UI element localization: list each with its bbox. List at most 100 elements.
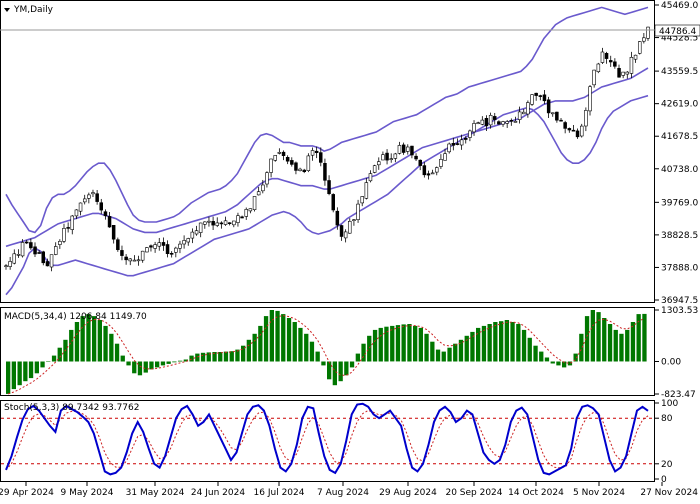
stoch-signal-path [5, 409, 649, 471]
macd-bar [137, 361, 143, 376]
macd-bar [344, 361, 349, 376]
candle-body [422, 165, 427, 176]
price-axis: 45469.0 44528.5 43559.5 42619.0 41678.5 40738… [655, 1, 698, 306]
macd-bar [195, 353, 200, 362]
macd-bar [86, 314, 91, 362]
time-tick-label: 9 May 2024 [61, 488, 114, 498]
candle-body [509, 120, 514, 122]
candle-body [401, 144, 406, 153]
price-tick-label: 45469.0 [661, 1, 698, 11]
candle-body [555, 111, 559, 121]
macd-bar [51, 355, 57, 362]
stoch-main-path [5, 402, 649, 476]
time-tick-label: 5 Nov 2024 [573, 488, 625, 498]
macd-bar [327, 361, 332, 380]
macd-bar [189, 355, 194, 362]
candle-body [505, 121, 509, 124]
macd-bar [338, 361, 343, 382]
macd-bar [309, 341, 315, 362]
macd-bar [573, 353, 578, 362]
macd-bar [132, 361, 137, 374]
price-panel-frame [0, 0, 655, 303]
macd-bar [596, 312, 601, 362]
stoch-lines [5, 402, 649, 476]
macd-bar [367, 335, 372, 362]
candle-body [165, 244, 170, 254]
candle-body [223, 220, 228, 225]
macd-bar [263, 316, 269, 362]
candle-body [136, 259, 141, 262]
triangle-down-icon[interactable] [4, 8, 10, 12]
macd-bar [286, 318, 292, 362]
price-tag-box [654, 24, 700, 37]
macd-bar [109, 333, 114, 362]
candle-body [397, 145, 402, 154]
macd-tick-label: 1303.53 [661, 306, 698, 316]
candle-body [285, 157, 290, 162]
candle-body [194, 230, 199, 235]
candle-body [252, 196, 257, 210]
candle-body [575, 130, 580, 138]
macd-bar [510, 322, 515, 362]
macd-bar [183, 359, 188, 362]
candle-body [563, 122, 567, 129]
macd-bar [206, 352, 211, 362]
macd-bar [229, 351, 234, 362]
stoch-tick-label: 20 [661, 460, 673, 470]
macd-bar [126, 361, 131, 366]
macd-label: MACD(5,34,4) 1206.84 1149.70 [4, 312, 147, 322]
macd-bar [172, 361, 177, 363]
candle-body [480, 119, 485, 125]
macd-bar [504, 320, 509, 362]
candle-body [261, 184, 265, 192]
candle-body [625, 71, 629, 75]
time-tick-label: 27 Nov 2024 [640, 488, 698, 498]
macd-bar [120, 355, 125, 362]
candle-body [37, 252, 41, 254]
candle-body [463, 138, 468, 140]
macd-bar [590, 310, 595, 362]
macd-bar [378, 327, 383, 362]
candle-body [376, 161, 381, 166]
macd-bar [23, 361, 28, 382]
candle-body [521, 111, 526, 115]
symbol-label: YM,Daily [13, 5, 54, 15]
candle-body [161, 242, 166, 246]
macd-bar [556, 361, 561, 366]
candlesticks [4, 26, 650, 272]
candle-body [356, 203, 360, 221]
macd-bar [481, 325, 487, 362]
candle-body [637, 41, 642, 54]
candle-body [642, 37, 646, 42]
candle-body [418, 159, 422, 166]
candle-body [360, 196, 364, 204]
macd-bar [527, 337, 532, 362]
time-tick-label: 31 May 2024 [126, 488, 185, 498]
macd-bar [567, 361, 573, 366]
candle-body [339, 225, 344, 237]
candle-body [169, 253, 174, 255]
candle-body [410, 145, 414, 156]
lower-band-line [5, 94, 649, 296]
candle-body [550, 112, 555, 115]
macd-bar [28, 361, 34, 379]
macd-bar [401, 324, 406, 362]
candle-body [124, 256, 128, 261]
macd-bar [149, 361, 154, 370]
candle-body [277, 152, 282, 154]
candle-body [41, 251, 45, 264]
candle-body [99, 202, 104, 211]
candle-body [198, 222, 203, 233]
candle-body [492, 116, 497, 120]
time-tick-label: 20 Sep 2024 [445, 488, 502, 498]
candle-body [128, 258, 133, 262]
macd-bar [562, 361, 567, 368]
macd-bar [57, 347, 62, 362]
candle-body [207, 220, 211, 223]
macd-bar [332, 361, 337, 386]
candle-body [240, 216, 244, 219]
time-tick-label: 29 Aug 2024 [379, 488, 437, 498]
macd-bar [544, 357, 550, 362]
